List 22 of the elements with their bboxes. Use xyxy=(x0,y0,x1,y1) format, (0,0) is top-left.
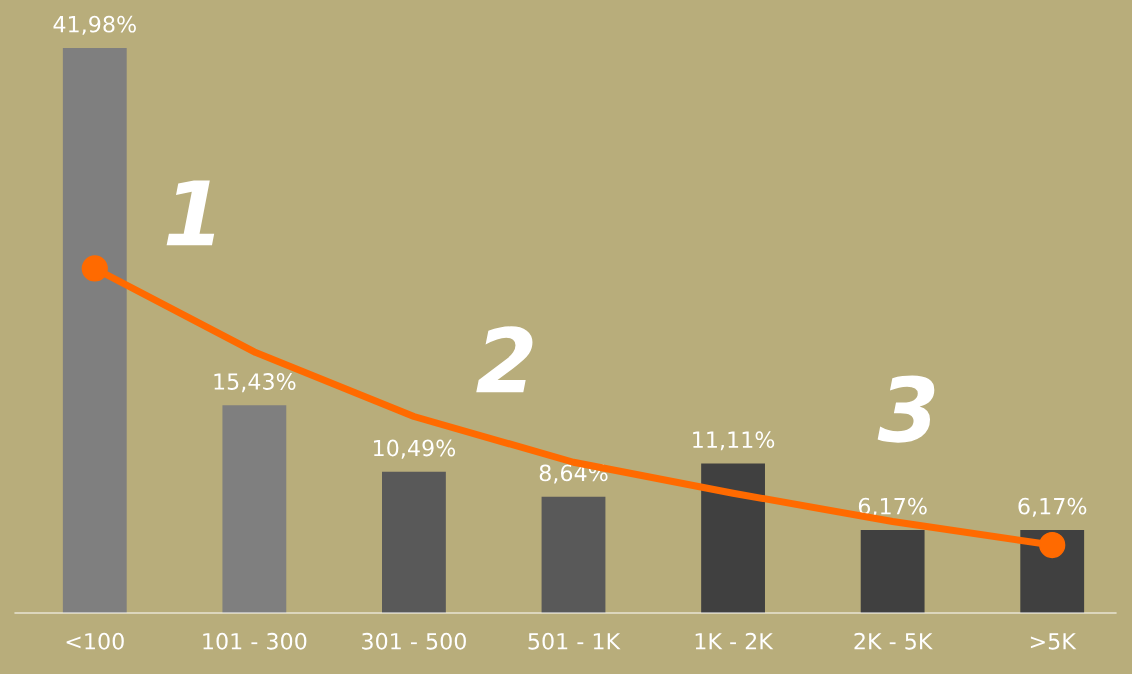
data-label: 10,49% xyxy=(374,439,456,459)
x-tick-label: 501 - 1K xyxy=(528,632,621,650)
data-label: 15,43% xyxy=(214,373,296,393)
bar xyxy=(541,496,606,613)
data-label: 41,98% xyxy=(53,15,136,35)
annotation: 1 xyxy=(166,180,215,246)
bar xyxy=(860,529,925,613)
data-label: 6,17% xyxy=(858,497,927,517)
x-tick-label: <100 xyxy=(66,632,124,650)
bar xyxy=(382,471,446,613)
x-tick-label: 1K - 2K xyxy=(695,632,774,650)
data-label: 6,17% xyxy=(1018,497,1087,517)
annotation: 2 xyxy=(476,326,533,393)
annotation: 3 xyxy=(877,375,935,443)
bar xyxy=(701,463,765,613)
bar xyxy=(222,405,287,613)
x-tick-label: 2K - 5K xyxy=(854,632,933,650)
x-tick-label: 101 - 300 xyxy=(203,632,307,650)
x-tick-label: 301 - 500 xyxy=(362,632,466,650)
bar xyxy=(62,48,127,613)
data-label: 11,11% xyxy=(693,431,775,451)
x-tick-label: >5K xyxy=(1030,633,1077,650)
